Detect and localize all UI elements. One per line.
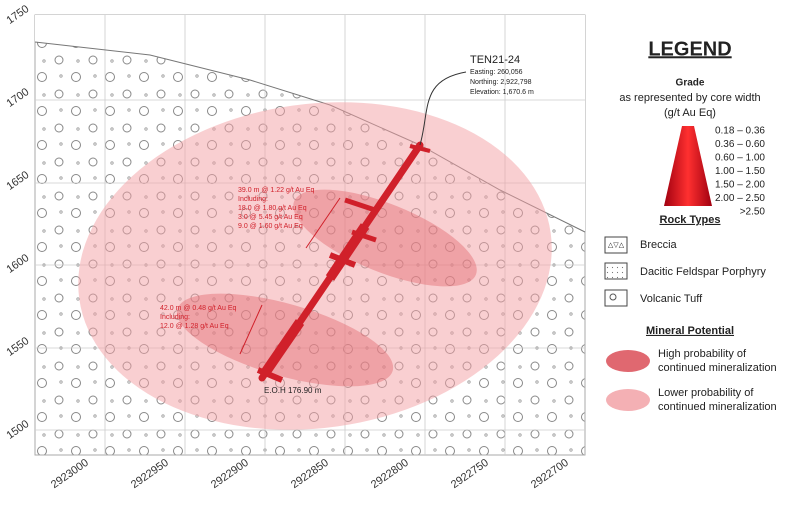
grade-class: 0.60 – 1.00 — [715, 153, 765, 164]
grade-class: 2.00 – 2.50 — [715, 193, 765, 204]
rock-type: Dacitic Feldspar Porphyry — [640, 266, 766, 278]
intercept-text: 9.0 @ 1.60 g/t Au Eq — [238, 223, 303, 230]
intercept-text: 18.0 @ 1.80 g/t Au Eq — [238, 205, 307, 212]
rock-type: Breccia — [640, 239, 678, 251]
drillhole-name: TEN21-24 — [470, 54, 520, 66]
grade-class: 0.18 – 0.36 — [715, 126, 765, 137]
drillhole-detail: Elevation: 1,670.6 m — [470, 89, 534, 96]
intercept-text: Including: — [160, 314, 190, 321]
lower-potential-zone — [78, 102, 552, 430]
intercept-text: 3.0 @ 5.45 g/t Au Eq — [238, 214, 303, 221]
y-tick-label: 1700 — [4, 86, 31, 110]
grade-class: 1.00 – 1.50 — [715, 166, 765, 177]
grade-class: >2.50 — [740, 207, 766, 218]
x-tick-label: 2922700 — [529, 457, 571, 491]
labels: TEN21-24 E.O.H 176.90 m — [264, 54, 520, 395]
x-tick-label: 2922750 — [449, 457, 491, 491]
y-tick-label: 1500 — [4, 418, 31, 442]
grade-title: Grade — [676, 78, 705, 89]
x-tick-label: 2922850 — [289, 457, 331, 491]
mineral-potential-title: Mineral Potential — [646, 325, 734, 337]
air — [35, 15, 585, 232]
mineral-potential-item: continued mineralization — [658, 362, 777, 374]
legend: LEGEND Grade as represented by core widt… — [604, 38, 761, 411]
breccia-symbols: △▽△ — [608, 242, 625, 249]
high-potential-zone — [293, 189, 477, 287]
mineral-potential-item: Lower probability of — [658, 387, 754, 399]
plot-area — [34, 14, 586, 456]
porphyry-swatch — [604, 262, 628, 280]
intercept-text: 39.0 m @ 1.22 g/t Au Eq — [238, 187, 314, 194]
grade-class: 1.50 – 2.00 — [715, 180, 765, 191]
x-tick-label: 2922800 — [369, 457, 411, 491]
low-swatch — [606, 389, 650, 411]
x-tick-label: 2922950 — [129, 457, 171, 491]
intercept-text: 42.0 m @ 0.48 g/t Au Eq — [160, 305, 236, 312]
y-tick-label: 1550 — [4, 335, 31, 359]
breccia-swatch — [604, 236, 628, 254]
mineral-potential-item: High probability of — [658, 348, 747, 360]
rock-types-title: Rock Types — [660, 214, 721, 226]
eoh-label: E.O.H 176.90 m — [264, 386, 322, 395]
grade-subtitle: as represented by core width — [619, 92, 760, 104]
rock-type: Volcanic Tuff — [640, 293, 703, 305]
drillhole-detail: Northing: 2,922,798 — [470, 79, 532, 86]
intercept-text: 12.0 @ 1.28 g/t Au Eq — [160, 323, 229, 330]
high-swatch — [606, 350, 650, 372]
grade-units: (g/t Au Eq) — [664, 107, 716, 119]
drillhole-detail: Easting: 260,056 — [470, 69, 523, 76]
mineral-potential-item: continued mineralization — [658, 401, 777, 413]
grade-cone — [664, 126, 712, 206]
y-tick-label: 1650 — [4, 169, 31, 193]
grade-class: 0.36 – 0.60 — [715, 139, 765, 150]
leader-line — [419, 71, 467, 146]
x-tick-label: 2923000 — [49, 457, 91, 491]
y-tick-label: 1600 — [4, 252, 31, 276]
intercept-text: Including: — [238, 196, 268, 203]
x-tick-label: 2922900 — [209, 457, 251, 491]
legend-title: LEGEND — [648, 38, 731, 60]
drillhole — [239, 141, 431, 383]
y-tick-label: 1750 — [4, 3, 31, 27]
